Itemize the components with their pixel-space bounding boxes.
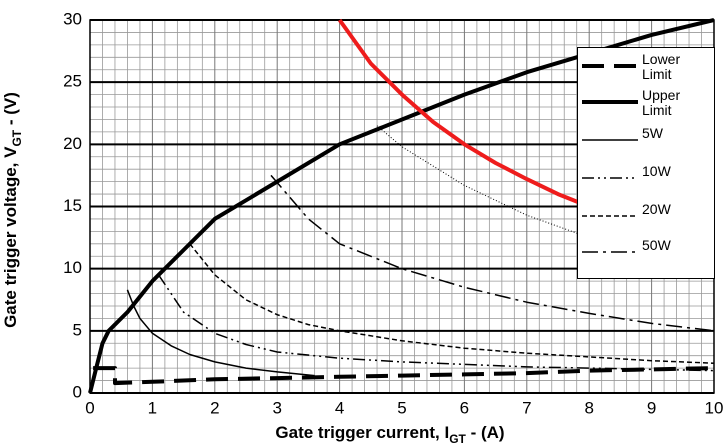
legend-swatch bbox=[582, 215, 638, 217]
x-axis-label-part: Gate trigger current, I bbox=[275, 423, 449, 442]
legend-item: 50W bbox=[578, 238, 714, 274]
y-tick-label: 20 bbox=[63, 134, 82, 153]
legend-swatch bbox=[582, 251, 638, 253]
x-tick-label: 3 bbox=[272, 398, 281, 417]
x-tick-label: 1 bbox=[148, 398, 157, 417]
y-axis-label-part: Gate trigger voltage, V bbox=[1, 146, 20, 328]
x-tick-label: 9 bbox=[647, 398, 656, 417]
series-line bbox=[376, 125, 609, 244]
x-axis-label: Gate trigger current, IGT - (A) bbox=[275, 423, 504, 446]
y-tick-label: 25 bbox=[63, 72, 82, 91]
legend-label: 20W bbox=[642, 201, 671, 217]
series-line bbox=[337, 18, 590, 209]
legend-label: Lower Limit bbox=[642, 51, 681, 82]
legend-swatch bbox=[582, 100, 638, 104]
series-line bbox=[270, 174, 715, 332]
legend-swatch bbox=[582, 64, 638, 68]
legend-item: Upper Limit bbox=[578, 88, 714, 124]
y-tick-label: 0 bbox=[73, 382, 82, 401]
legend-swatch bbox=[582, 139, 638, 141]
legend-label: 10W bbox=[642, 163, 671, 179]
y-tick-label: 30 bbox=[63, 9, 82, 28]
series-line bbox=[93, 366, 715, 386]
legend: Lower Limit Upper Limit 5W 10W 20W 50W bbox=[577, 47, 715, 279]
x-tick-label: 10 bbox=[705, 398, 724, 417]
x-tick-label: 5 bbox=[397, 398, 406, 417]
y-axis-label: Gate trigger voltage, VGT - (V) bbox=[1, 92, 24, 328]
legend-item: 10W bbox=[578, 164, 714, 200]
y-tick-label: 15 bbox=[63, 196, 82, 215]
series-line bbox=[126, 289, 315, 377]
x-tick-label: 6 bbox=[460, 398, 469, 417]
y-axis-label-sub: GT bbox=[10, 129, 24, 146]
y-axis-label-part: - (V) bbox=[1, 92, 20, 130]
x-axis-label-part: - (A) bbox=[466, 423, 505, 442]
series-line bbox=[88, 18, 715, 394]
legend-label: 5W bbox=[642, 125, 663, 141]
x-tick-label: 8 bbox=[584, 398, 593, 417]
x-tick-label: 7 bbox=[522, 398, 531, 417]
legend-label: 50W bbox=[642, 237, 671, 253]
legend-item: 5W bbox=[578, 126, 714, 162]
series-line bbox=[157, 274, 715, 372]
legend-item: 20W bbox=[578, 202, 714, 238]
x-tick-label: 2 bbox=[210, 398, 219, 417]
x-axis-label-sub: GT bbox=[449, 432, 466, 446]
y-tick-label: 10 bbox=[63, 258, 82, 277]
legend-swatch bbox=[582, 177, 638, 179]
x-tick-label: 0 bbox=[85, 398, 94, 417]
y-tick-label: 5 bbox=[73, 320, 82, 339]
legend-item: Lower Limit bbox=[578, 52, 714, 88]
legend-label: Upper Limit bbox=[642, 87, 681, 118]
x-tick-label: 4 bbox=[335, 398, 344, 417]
series-line bbox=[189, 243, 715, 364]
